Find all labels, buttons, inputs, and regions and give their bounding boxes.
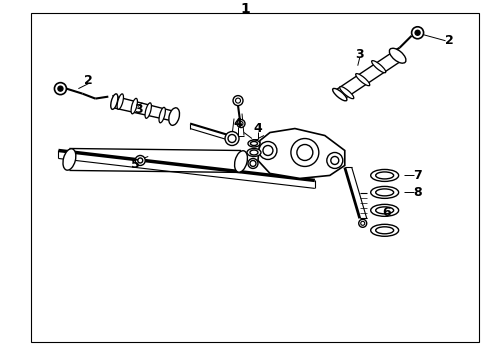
Ellipse shape — [371, 204, 399, 216]
Ellipse shape — [169, 108, 179, 125]
Ellipse shape — [117, 94, 123, 109]
Text: 5: 5 — [131, 158, 140, 171]
Circle shape — [233, 96, 243, 105]
Text: 4: 4 — [254, 122, 262, 135]
Ellipse shape — [131, 98, 137, 114]
Ellipse shape — [247, 148, 261, 157]
Ellipse shape — [145, 103, 151, 118]
Ellipse shape — [248, 158, 258, 168]
Text: 6: 6 — [382, 206, 391, 219]
Text: 3: 3 — [134, 103, 143, 116]
Ellipse shape — [248, 140, 260, 147]
Circle shape — [327, 153, 343, 168]
Circle shape — [225, 131, 239, 145]
Ellipse shape — [235, 151, 247, 172]
Ellipse shape — [340, 86, 354, 99]
Circle shape — [359, 219, 367, 227]
Ellipse shape — [371, 60, 386, 73]
Polygon shape — [258, 129, 345, 179]
Text: 2: 2 — [445, 34, 454, 47]
Ellipse shape — [111, 94, 118, 109]
Ellipse shape — [63, 149, 76, 170]
Ellipse shape — [159, 107, 165, 123]
Ellipse shape — [356, 73, 370, 86]
Ellipse shape — [371, 186, 399, 198]
Text: 3: 3 — [355, 48, 364, 61]
Text: 4: 4 — [234, 117, 243, 130]
Ellipse shape — [371, 170, 399, 181]
Ellipse shape — [237, 120, 245, 127]
Text: 8: 8 — [413, 186, 422, 199]
Circle shape — [291, 139, 319, 166]
Circle shape — [415, 30, 420, 35]
Ellipse shape — [371, 224, 399, 236]
Text: 7: 7 — [413, 169, 422, 182]
Circle shape — [135, 156, 145, 166]
Text: 1: 1 — [240, 2, 250, 16]
Ellipse shape — [390, 48, 406, 63]
Circle shape — [58, 86, 63, 91]
Text: 2: 2 — [84, 74, 93, 87]
Ellipse shape — [333, 89, 347, 101]
Circle shape — [259, 141, 277, 159]
